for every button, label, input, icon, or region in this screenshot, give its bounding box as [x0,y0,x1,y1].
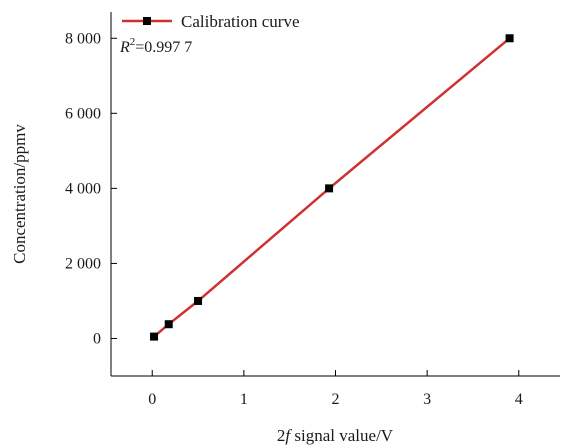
r-superscript: 2 [130,36,136,48]
r-value: =0.997 7 [135,39,192,56]
x-tick-label: 3 [423,391,431,408]
data-point [150,332,159,341]
x-tick-label: 4 [515,391,523,408]
data-point [164,320,173,329]
y-tick-label: 2 000 [65,255,101,272]
legend: Calibration curve [122,12,300,31]
x-tick-label: 1 [240,391,248,408]
x-title-suffix: signal value/V [290,426,394,445]
data-point [505,34,514,43]
series-layer [150,34,514,341]
y-tick-label: 4 000 [65,180,101,197]
ticks: 0 2 000 4 000 6 000 8 000 0 1 2 3 4 [65,30,523,408]
legend-label: Calibration curve [181,12,300,31]
y-tick-label: 8 000 [65,30,101,47]
axes [110,12,560,377]
r-squared-annotation: R2=0.997 7 [119,36,192,56]
data-point [325,184,334,193]
legend-marker-swatch [143,17,151,25]
x-title-italic: f [285,426,292,445]
data-point [194,296,203,305]
x-tick-label: 2 [332,391,340,408]
r-symbol: R [119,39,130,56]
y-tick-label: 6 000 [65,105,101,122]
y-axis-title: Concentration/ppmv [10,124,29,264]
y-tick-label: 0 [93,330,101,347]
x-axis-title: 2f signal value/V [277,426,394,445]
x-tick-label: 0 [148,391,156,408]
x-title-prefix: 2 [277,426,286,445]
